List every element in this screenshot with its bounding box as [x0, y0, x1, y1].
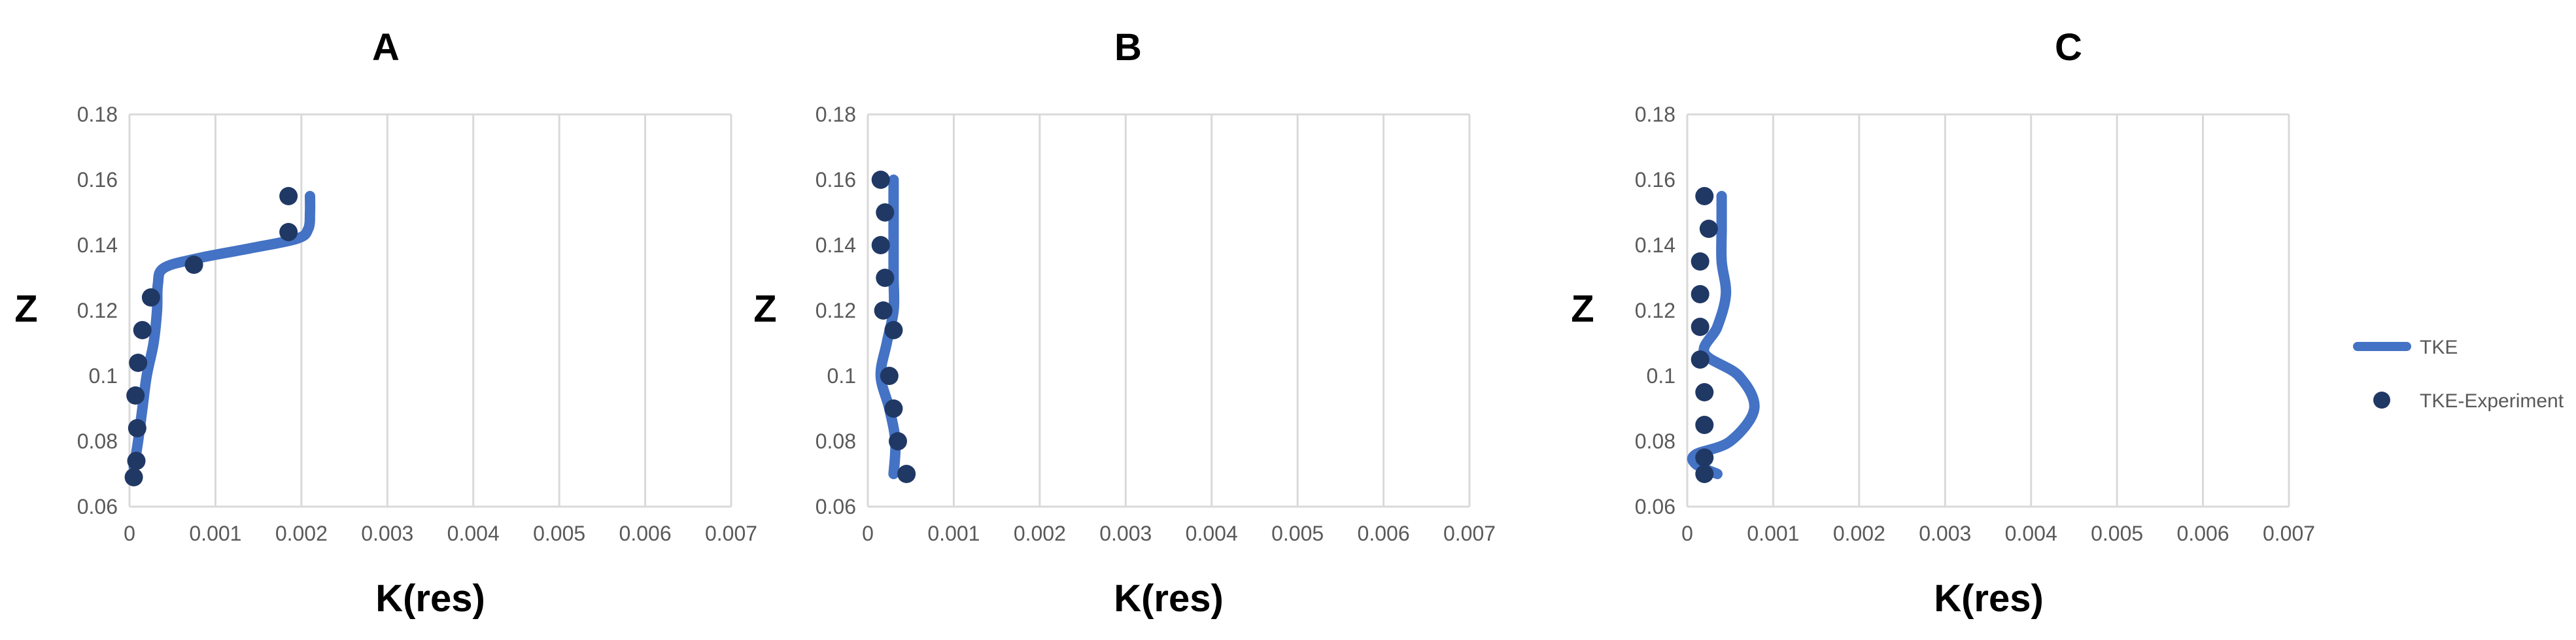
data-point-tke-experiment	[880, 367, 899, 385]
y-tick-label: 0.16	[1635, 168, 1675, 192]
x-tick-label: 0	[862, 522, 874, 545]
data-point-tke-experiment	[141, 288, 160, 307]
x-tick-label: 0.001	[927, 522, 980, 545]
data-point-tke-experiment	[129, 354, 148, 372]
data-point-tke-experiment	[1699, 220, 1718, 238]
data-point-tke-experiment	[884, 321, 903, 339]
data-point-tke-experiment	[124, 468, 143, 486]
data-point-tke-experiment	[1695, 187, 1714, 205]
series-line-tke	[1687, 191, 1760, 479]
x-tick-label: 0.003	[1099, 522, 1152, 545]
x-tick-label: 0.001	[189, 522, 241, 545]
x-tick-label: 0.003	[1919, 522, 1971, 545]
data-point-tke-experiment	[1691, 350, 1709, 369]
y-tick-label: 0.06	[816, 495, 856, 518]
y-tick-label: 0.08	[77, 429, 118, 453]
y-axis-title: Z	[1571, 288, 1594, 330]
y-tick-label: 0.1	[1647, 364, 1675, 388]
y-tick-label: 0.16	[816, 168, 856, 192]
x-tick-label: 0.002	[1833, 522, 1885, 545]
panel-title: A	[372, 26, 400, 69]
data-point-tke-experiment	[871, 236, 890, 254]
y-tick-label: 0.1	[827, 364, 856, 388]
legend-label: TKE-Experiment	[2420, 390, 2564, 412]
data-point-tke-experiment	[279, 223, 298, 241]
x-tick-label: 0.006	[2177, 522, 2229, 545]
data-point-tke-experiment	[1691, 252, 1709, 271]
legend-label: TKE	[2420, 337, 2458, 358]
x-tick-label: 0.005	[1271, 522, 1324, 545]
data-point-tke-experiment	[1691, 285, 1709, 303]
y-tick-label: 0.14	[816, 233, 856, 257]
data-point-tke-experiment	[1695, 416, 1714, 434]
x-axis-title: K(res)	[1114, 577, 1224, 620]
data-point-tke-experiment	[876, 203, 895, 222]
data-point-tke-experiment	[127, 452, 146, 470]
x-tick-label: 0.003	[361, 522, 413, 545]
y-tick-label: 0.06	[77, 495, 118, 518]
chart-panel-b: 0 0.001 0.002 0.003 0.004 0.005 0.006 0.007 0.06…	[753, 26, 1496, 620]
y-tick-label: 0.14	[77, 233, 118, 257]
chart-panel-a: 0 0.001 0.002 0.003 0.004 0.005 0.006 0.007 0.06…	[14, 26, 757, 620]
x-tick-label: 0.007	[705, 522, 757, 545]
data-point-tke-experiment	[1691, 318, 1709, 336]
data-point-tke-experiment	[126, 386, 145, 405]
y-tick-label: 0.06	[1635, 495, 1675, 518]
x-tick-label: 0.006	[1358, 522, 1410, 545]
y-tick-label: 0.12	[77, 299, 118, 322]
x-tick-label: 0.005	[2091, 522, 2143, 545]
y-axis-title: Z	[14, 288, 37, 330]
x-axis-title: K(res)	[375, 577, 485, 620]
x-axis-title: K(res)	[1934, 577, 2044, 620]
x-tick-label: 0.007	[1443, 522, 1496, 545]
data-point-tke-experiment	[133, 321, 152, 339]
panel-title: B	[1114, 26, 1142, 69]
y-tick-label: 0.08	[1635, 429, 1675, 453]
data-point-tke-experiment	[1695, 448, 1714, 467]
data-point-tke-experiment	[876, 269, 895, 287]
x-tick-label: 0.004	[2005, 522, 2057, 545]
x-tick-label: 0.002	[1014, 522, 1066, 545]
x-tick-label: 0.005	[533, 522, 585, 545]
x-tick-label: 0.007	[2263, 522, 2315, 545]
y-tick-label: 0.18	[1635, 103, 1675, 126]
x-tick-label: 0.004	[1186, 522, 1238, 545]
y-tick-label: 0.1	[89, 364, 118, 388]
y-tick-label: 0.14	[1635, 233, 1675, 257]
y-axis-title: Z	[753, 288, 776, 330]
data-point-tke-experiment	[897, 465, 916, 483]
y-tick-label: 0.12	[1635, 299, 1675, 322]
legend-swatch-marker	[2373, 392, 2390, 409]
panel-title: C	[2055, 26, 2082, 69]
x-tick-label: 0.002	[275, 522, 328, 545]
data-point-tke-experiment	[884, 399, 903, 418]
x-tick-label: 0	[124, 522, 135, 545]
data-point-tke-experiment	[889, 432, 907, 450]
data-point-tke-experiment	[279, 187, 298, 205]
y-tick-label: 0.12	[816, 299, 856, 322]
x-tick-label: 0.004	[447, 522, 500, 545]
data-point-tke-experiment	[871, 171, 890, 189]
series-line-tke	[128, 191, 316, 473]
y-tick-label: 0.08	[816, 429, 856, 453]
x-tick-label: 0.006	[619, 522, 672, 545]
y-tick-label: 0.18	[77, 103, 118, 126]
legend: TKE TKE-Experiment	[2353, 337, 2564, 412]
data-point-tke-experiment	[128, 419, 146, 437]
data-point-tke-experiment	[184, 256, 203, 274]
x-tick-label: 0.001	[1747, 522, 1799, 545]
y-tick-label: 0.18	[816, 103, 856, 126]
data-point-tke-experiment	[1695, 383, 1714, 401]
data-point-tke-experiment	[1695, 465, 1714, 483]
data-point-tke-experiment	[874, 301, 893, 320]
x-tick-label: 0	[1681, 522, 1693, 545]
chart-panel-c: 0 0.001 0.002 0.003 0.004 0.005 0.006 0.007 0.06…	[1571, 26, 2315, 620]
y-tick-label: 0.16	[77, 168, 118, 192]
